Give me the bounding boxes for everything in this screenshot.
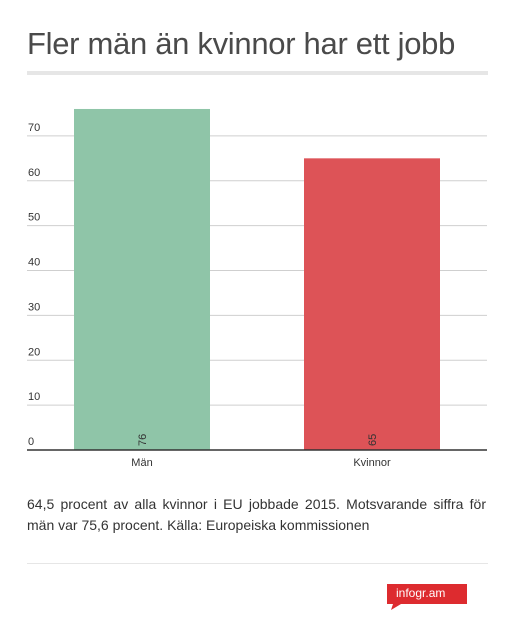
data-label-0: 76 xyxy=(137,434,149,446)
y-tick-label-70: 70 xyxy=(28,122,40,134)
y-tick-label-50: 50 xyxy=(28,212,40,224)
infogram-logo-badge[interactable] xyxy=(387,584,469,610)
bar-0[interactable] xyxy=(74,108,210,450)
y-tick-label-0: 0 xyxy=(28,436,34,448)
x-tick-label-1: Kvinnor xyxy=(353,457,391,469)
bar-1[interactable] xyxy=(304,158,440,451)
y-tick-label-10: 10 xyxy=(28,391,40,403)
infogram-logo-text[interactable]: infogr.am xyxy=(396,586,446,600)
footer-divider xyxy=(27,563,488,564)
chart-title: Fler män än kvinnor har ett jobb xyxy=(27,26,456,61)
x-tick-label-0: Män xyxy=(131,457,152,469)
y-tick-label-30: 30 xyxy=(28,301,40,313)
y-tick-label-60: 60 xyxy=(28,167,40,179)
chart-caption: 64,5 procent av alla kvinnor i EU jobbad… xyxy=(27,496,486,533)
y-tick-label-40: 40 xyxy=(28,257,40,269)
y-tick-label-20: 20 xyxy=(28,346,40,358)
bar-chart: 0 10 20 30 40 50 60 70 76 Män 65 Kvinnor xyxy=(27,108,487,469)
title-divider xyxy=(27,71,488,75)
data-label-1: 65 xyxy=(367,434,379,446)
